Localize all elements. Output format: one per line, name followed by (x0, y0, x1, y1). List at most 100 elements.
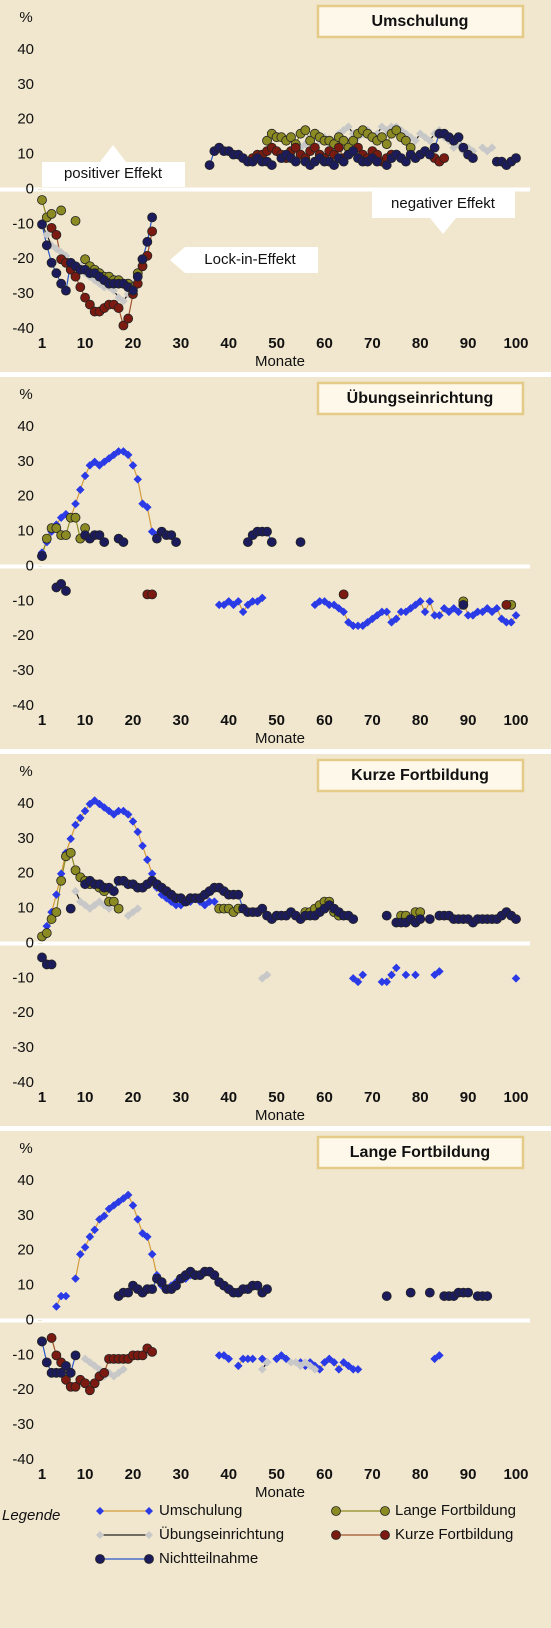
data-point (51, 1350, 62, 1361)
x-tick-label: 90 (460, 335, 477, 352)
legend-label: Kurze Fortbildung (395, 1526, 513, 1543)
data-point (52, 890, 61, 900)
data-point (382, 977, 392, 987)
data-point (262, 1357, 272, 1367)
data-point (41, 240, 52, 251)
data-point (104, 904, 114, 913)
data-point (506, 617, 516, 627)
data-point (425, 597, 435, 606)
legend-label: Lange Fortbildung (395, 1502, 516, 1519)
data-point (310, 142, 320, 153)
data-point (238, 607, 248, 617)
x-tick-label: 30 (173, 712, 190, 729)
x-tick-label: 80 (412, 1089, 429, 1106)
data-point (415, 914, 426, 924)
data-point (339, 607, 348, 617)
data-point (51, 907, 62, 918)
data-point (119, 296, 128, 306)
data-point (387, 970, 396, 980)
data-point (84, 1385, 95, 1396)
data-point (61, 1360, 71, 1371)
data-point (391, 614, 401, 624)
legend-marker (331, 1506, 341, 1516)
data-point (382, 607, 392, 617)
data-point (142, 502, 152, 512)
data-point (391, 125, 402, 136)
data-point (41, 928, 52, 938)
data-point (266, 160, 277, 170)
x-axis-label: Monate (255, 730, 305, 747)
panel-background (0, 377, 551, 749)
legend-marker (380, 1506, 390, 1516)
data-point (344, 122, 353, 132)
data-point (171, 537, 181, 547)
x-tick-label: 50 (268, 1089, 285, 1106)
title-box (316, 381, 525, 416)
data-point (492, 603, 502, 613)
x-tick-label: 70 (364, 1089, 381, 1106)
legend-marker (95, 1554, 105, 1564)
data-point (381, 1291, 392, 1301)
data-point (152, 533, 162, 544)
y-tick-label: -30 (12, 285, 34, 302)
data-point (37, 1336, 47, 1347)
data-point (435, 610, 444, 620)
x-tick-label: 40 (220, 1089, 237, 1106)
data-point (329, 160, 339, 170)
y-tick-label: -10 (12, 969, 34, 986)
data-point (75, 282, 86, 293)
x-tick-label: 10 (77, 712, 94, 729)
data-point (99, 1211, 109, 1221)
data-point (133, 474, 143, 484)
y-axis-label: % (19, 9, 32, 26)
data-point (458, 142, 469, 153)
y-tick-label: -30 (12, 662, 34, 679)
data-point (290, 156, 301, 167)
y-tick-label: -10 (12, 1346, 34, 1363)
data-point (381, 910, 392, 921)
y-tick-label: 0 (26, 1311, 34, 1328)
data-point (70, 1381, 81, 1392)
data-point (248, 1354, 258, 1364)
data-point (119, 1364, 128, 1374)
data-point (70, 1350, 81, 1361)
data-point (233, 889, 244, 900)
data-point (372, 156, 383, 167)
y-tick-label: -40 (12, 1074, 34, 1091)
data-point (171, 1280, 181, 1291)
data-point (147, 589, 158, 600)
x-tick-label: 20 (125, 335, 142, 352)
data-point (51, 229, 62, 240)
data-point (46, 209, 57, 219)
data-point (113, 903, 124, 914)
data-point (65, 1367, 76, 1378)
y-tick-label: 10 (17, 900, 34, 917)
data-point (424, 914, 435, 924)
x-tick-label: 30 (173, 1466, 190, 1483)
annotation: negativer Effekt (391, 195, 496, 212)
data-point (80, 254, 90, 265)
y-tick-label: 30 (17, 830, 34, 847)
data-point (147, 1346, 158, 1357)
x-tick-label: 70 (364, 1466, 381, 1483)
y-tick-label: 40 (17, 795, 34, 812)
data-point (61, 285, 71, 296)
data-point (482, 1291, 493, 1301)
x-tick-label: 30 (173, 335, 190, 352)
data-point (338, 589, 349, 600)
data-point (80, 1242, 90, 1252)
data-point (348, 914, 359, 924)
chart-title: Kurze Fortbildung (351, 767, 489, 784)
y-tick-label: 40 (17, 41, 34, 58)
data-point (458, 599, 469, 610)
x-tick-label: 70 (364, 335, 381, 352)
data-point (391, 963, 401, 973)
data-point (424, 149, 435, 160)
x-tick-label: 70 (364, 712, 381, 729)
data-point (75, 1249, 85, 1259)
data-point (56, 875, 67, 886)
title-box (316, 758, 525, 793)
data-point (123, 1287, 134, 1298)
legend-marker (145, 1507, 153, 1515)
x-tick-label: 80 (412, 1466, 429, 1483)
